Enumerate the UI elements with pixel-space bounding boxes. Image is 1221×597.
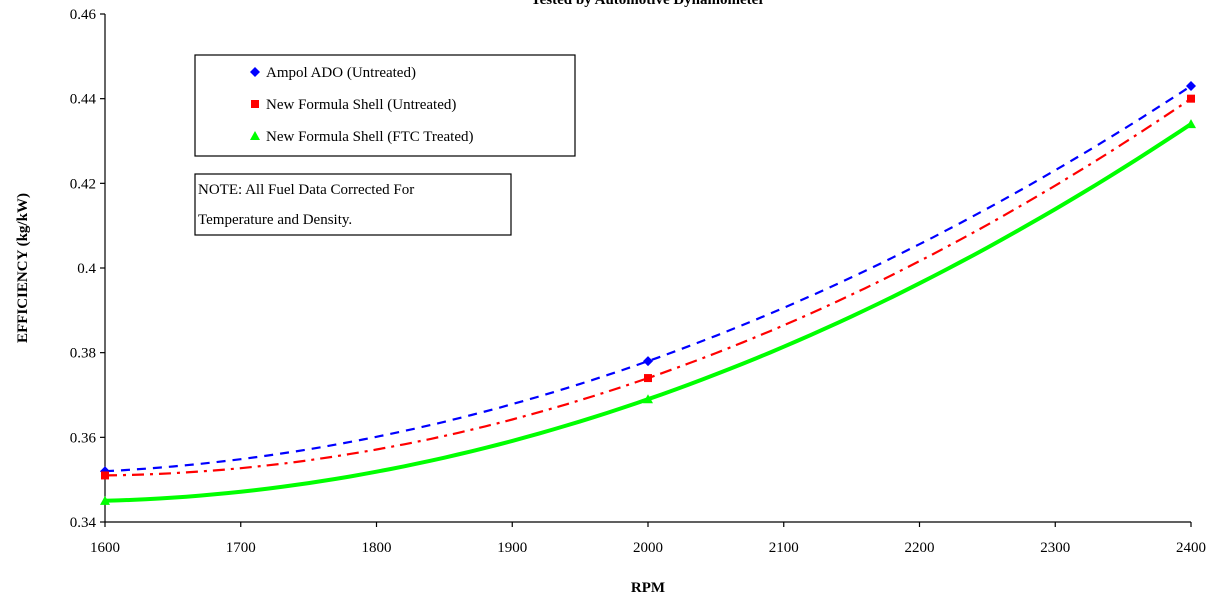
x-tick-label: 1900 [497, 540, 527, 556]
data-point [1186, 119, 1196, 129]
note-line-1: NOTE: All Fuel Data Corrected For [198, 182, 414, 198]
legend: Ampol ADO (Untreated) New Formula Shell (… [194, 54, 576, 157]
y-axis-title: EFFICIENCY (kg/kW) [15, 193, 31, 343]
y-tick-label: 0.42 [70, 176, 96, 192]
data-point [644, 374, 652, 383]
x-tick-label: 2300 [1040, 540, 1070, 556]
series-line-1 [104, 85, 1192, 473]
x-tick-label: 2000 [633, 540, 663, 556]
legend-label-2: New Formula Shell (Untreated) [266, 97, 456, 113]
note-box: NOTE: All Fuel Data Corrected For Temper… [194, 173, 512, 236]
x-tick-label: 2200 [905, 540, 935, 556]
legend-marker-2 [251, 100, 259, 108]
y-tick-label: 0.4 [77, 261, 96, 277]
legend-label-1: Ampol ADO (Untreated) [266, 65, 416, 81]
x-tick-label: 2400 [1176, 540, 1206, 556]
x-axis-title: RPM [631, 580, 665, 596]
series-line-2 [104, 97, 1192, 477]
x-tick-label: 1700 [226, 540, 256, 556]
data-point [100, 495, 110, 505]
legend-label-3: New Formula Shell (FTC Treated) [266, 129, 474, 145]
y-tick-label: 0.36 [70, 430, 97, 446]
legend-marker-1 [250, 67, 260, 77]
y-tick-label: 0.46 [70, 7, 97, 23]
data-point [1186, 80, 1196, 91]
axes: 0.34 0.36 0.38 0.4 0.42 0.44 0.46 1600 1700 1800 1… [70, 7, 1206, 556]
x-tick-label: 1800 [362, 540, 392, 556]
legend-marker-3 [250, 131, 260, 140]
data-point [1187, 94, 1195, 103]
x-tick-label: 1600 [90, 540, 120, 556]
data-point [643, 394, 653, 404]
note-line-2: Temperature and Density. [198, 212, 352, 228]
x-tick-label: 2100 [769, 540, 799, 556]
data-point [643, 356, 653, 367]
y-tick-label: 0.38 [70, 346, 96, 362]
series-layer [100, 80, 1196, 505]
y-tick-label: 0.34 [70, 515, 97, 531]
note-frame [194, 173, 512, 236]
y-tick-label: 0.44 [70, 92, 97, 108]
data-point [101, 471, 109, 480]
chart-title: Tested by Automotive Dynamometer [531, 0, 765, 8]
